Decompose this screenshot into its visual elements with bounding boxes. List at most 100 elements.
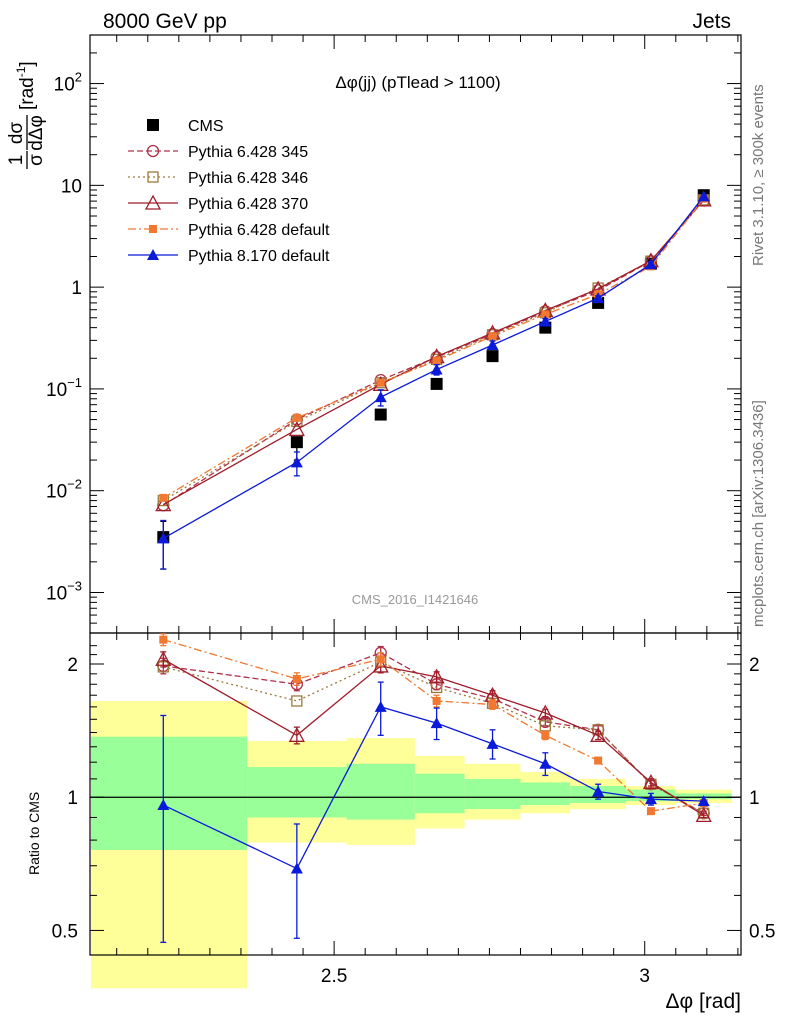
ratio-data-point [642,774,660,790]
ratio-data-point [291,695,303,707]
green-band-3 [414,773,465,814]
ratio-y-tick-label-left: 0.5 [52,921,78,942]
legend-marker [147,119,159,131]
ratio-data-point [644,793,657,805]
main-data-point [159,493,168,502]
ratio-y-axis-label: Ratio to CMS [26,792,42,875]
x-axis-label: Δφ [rad] [666,990,742,1013]
ratio-data-point [374,700,387,712]
ratio-uncertainty-bands [91,700,732,989]
main-series-0 [157,189,710,570]
y-tick-label: 10−1 [46,375,82,401]
energy-label: 8000 GeV pp [103,10,227,33]
green-band-4 [464,778,521,810]
y-label-units-sup: -1 [14,66,28,77]
main-series-1 [157,194,710,512]
ratio-data-point [695,806,712,822]
legend-marker [149,225,157,233]
ratio-data-point [428,668,445,684]
legend-entry-2: Pythia 6.428 346 [128,170,308,187]
ratio-data-point [432,696,441,705]
ratio-series-2 [155,650,712,822]
ratio-data-point [430,717,443,729]
legend-label: Pythia 6.428 345 [188,144,308,161]
green-band-0 [91,736,248,850]
main-data-point [292,413,301,422]
ratio-data-point [539,757,552,769]
ratio-series-line [163,639,704,812]
main-data-point [488,332,497,341]
ratio-data-point [646,807,655,816]
x-tick-label: 3 [639,966,650,987]
main-data-point [157,532,170,544]
ratio-frame [89,632,742,956]
main-data-point [541,310,550,319]
main-data-point [486,350,499,363]
mcplots-side-label: mcplots.cern.ch [arXiv:1306.3436] [750,400,767,627]
ratio-y-tick-label-left: 2 [67,655,78,676]
ratio-data-point [590,726,607,742]
legend-entry-3: Pythia 6.428 370 [128,194,308,213]
ratio-data-point [292,674,301,683]
main-data-point [290,436,303,449]
y-tick-label: 10−2 [46,477,82,503]
ratio-y-tick-label-right: 2 [749,655,760,676]
main-series-line [162,198,705,499]
main-data-point [486,339,499,351]
main-data-point [644,258,657,270]
legend-label: Pythia 6.428 370 [188,196,308,213]
y-label-units: [rad [17,77,38,110]
legend-entry-5: Pythia 8.170 default [128,248,330,265]
ratio-data-point [155,650,172,666]
ratio-data-point [290,862,303,874]
green-band-5 [520,782,571,806]
green-band-1 [247,767,347,818]
main-data-point [374,391,387,403]
main-data-point [430,377,443,390]
y-label-den-bot: dΔφ [26,115,47,151]
main-series-4 [159,194,708,502]
svg-text:[rad-1]: [rad-1] [14,61,38,110]
main-series-3 [155,191,712,512]
ratio-y-tick-label-left: 1 [67,788,78,809]
main-data-point [288,421,305,437]
y-axis-label: 1 σ dσ dΔφ [rad-1] [6,61,47,169]
ratio-data-point [372,657,389,673]
legend-marker [147,249,159,260]
ratio-data-point [697,795,710,807]
y-tick-label: 10 [61,176,82,197]
ratio-data-point [288,726,305,742]
legend-entry-0: CMS [147,118,224,135]
legend-marker [146,144,160,158]
ratio-y-tick-label-right: 0.5 [749,921,775,942]
main-data-point [376,378,385,387]
y-tick-label: 102 [54,70,82,96]
main-data-point [430,363,443,375]
legend-marker [147,171,159,183]
legend-marker [144,194,162,210]
main-series-2 [157,194,710,507]
y-label-den-top: dσ [6,122,27,145]
ratio-data-point [159,635,168,644]
axes: 102 10 1 10−1 10−2 10−3 0.5 0.5 1 1 2 2 2.5 3 [46,34,775,987]
main-data-point [697,190,710,202]
ratio-data-point [157,799,170,811]
main-data-point [290,456,303,468]
data-series [155,189,712,943]
x-tick-label: 2.5 [321,966,347,987]
rivet-side-label: Rivet 3.1.10, ≥ 300k events [750,84,767,266]
y-label-num-top: 1 [6,155,27,166]
legend-label: Pythia 6.428 346 [188,170,308,187]
ratio-data-point [488,700,497,709]
y-label-num-bot: σ [26,154,47,166]
ratio-data-point [486,737,499,749]
analysis-id: CMS_2016_I1421646 [352,592,479,607]
main-data-point [592,292,605,304]
ratio-data-point [541,731,550,740]
ratio-series-4 [157,681,710,943]
ratio-y-tick-label-right: 1 [749,788,760,809]
main-series-5 [157,190,710,570]
y-label-units-close: ] [17,61,38,66]
main-title: Δφ(jj) (pTlead > 1100) [335,73,500,92]
